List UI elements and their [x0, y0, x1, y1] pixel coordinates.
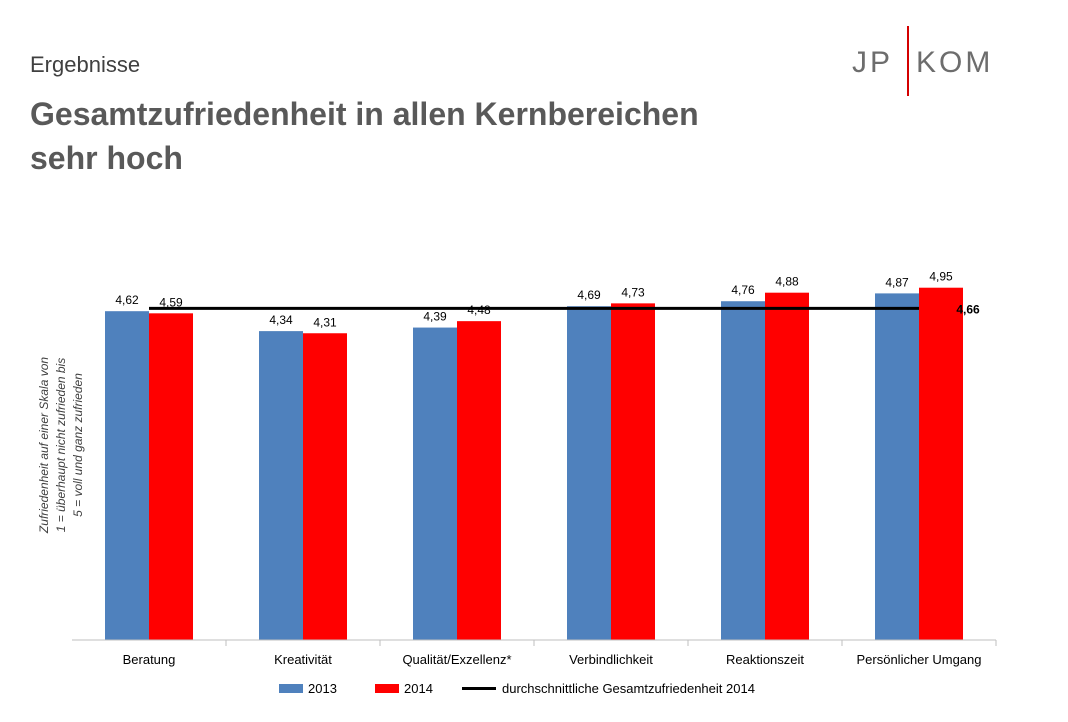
legend-swatch-2013	[279, 684, 303, 693]
legend-item-2014: 2014	[375, 681, 433, 696]
y-axis-label-line-1: Zufriedenheit auf einer Skala von	[37, 356, 51, 534]
legend-label-2014: 2014	[404, 681, 433, 696]
data-label-2013-2: 4,39	[423, 310, 447, 324]
slide-headline: Gesamtzufriedenheit in allen Kernbereich…	[30, 92, 699, 180]
legend-swatch-2014	[375, 684, 399, 693]
data-label-2014-0: 4,59	[159, 295, 183, 309]
bar-2014-4	[765, 292, 809, 640]
headline-line-2: sehr hoch	[30, 140, 183, 176]
logo-text-right: KOM	[916, 46, 994, 79]
bar-2013-3	[567, 306, 611, 640]
x-tick-label-1: Kreativität	[274, 652, 332, 667]
bar-2013-5	[875, 293, 919, 640]
bar-2014-1	[303, 333, 347, 640]
bar-2013-0	[105, 311, 149, 640]
slide-kicker: Ergebnisse	[30, 52, 141, 77]
legend-item-average: durchschnittliche Gesamtzufriedenheit 20…	[462, 681, 755, 696]
bar-2013-2	[413, 327, 457, 640]
y-axis-label: Zufriedenheit auf einer Skala von 1 = üb…	[36, 335, 104, 555]
data-label-2013-3: 4,69	[577, 288, 601, 302]
x-tick-label-2: Qualität/Exzellenz*	[402, 652, 511, 667]
chart-legend: 2013 2014 durchschnittliche Gesamtzufrie…	[0, 681, 1068, 699]
bar-2014-2	[457, 321, 501, 640]
average-reference-label: 4,66	[956, 302, 980, 316]
bar-2013-4	[721, 301, 765, 640]
data-label-2013-1: 4,34	[269, 313, 293, 327]
bar-2014-5	[919, 287, 963, 640]
legend-label-average: durchschnittliche Gesamtzufriedenheit 20…	[502, 681, 755, 696]
data-label-2013-0: 4,62	[115, 293, 139, 307]
data-label-2014-4: 4,88	[775, 275, 799, 289]
legend-swatch-average	[462, 687, 496, 690]
data-label-2014-2: 4,48	[467, 303, 491, 317]
legend-item-2013: 2013	[279, 681, 337, 696]
company-logo: JP KOM	[852, 26, 1002, 106]
x-tick-label-4: Reaktionszeit	[726, 652, 804, 667]
headline-line-1: Gesamtzufriedenheit in allen Kernbereich…	[30, 96, 699, 132]
logo-divider-bar	[907, 26, 909, 96]
data-label-2013-4: 4,76	[731, 283, 755, 297]
data-label-2014-5: 4,95	[929, 270, 953, 284]
y-axis-label-line-2: 1 = überhaupt nicht zufrieden bis	[54, 357, 68, 533]
data-label-2014-3: 4,73	[621, 285, 645, 299]
x-tick-label-3: Verbindlichkeit	[569, 652, 653, 667]
y-axis-label-line-3: 5 = voll und ganz zufrieden	[71, 373, 85, 517]
x-tick-label-0: Beratung	[123, 652, 176, 667]
x-tick-label-5: Persönlicher Umgang	[856, 652, 981, 667]
bar-2013-1	[259, 331, 303, 640]
legend-label-2013: 2013	[308, 681, 337, 696]
bar-2014-3	[611, 303, 655, 640]
data-label-2014-1: 4,31	[313, 315, 337, 329]
bar-2014-0	[149, 313, 193, 640]
logo-text-left: JP	[852, 46, 894, 79]
data-label-2013-5: 4,87	[885, 275, 909, 289]
